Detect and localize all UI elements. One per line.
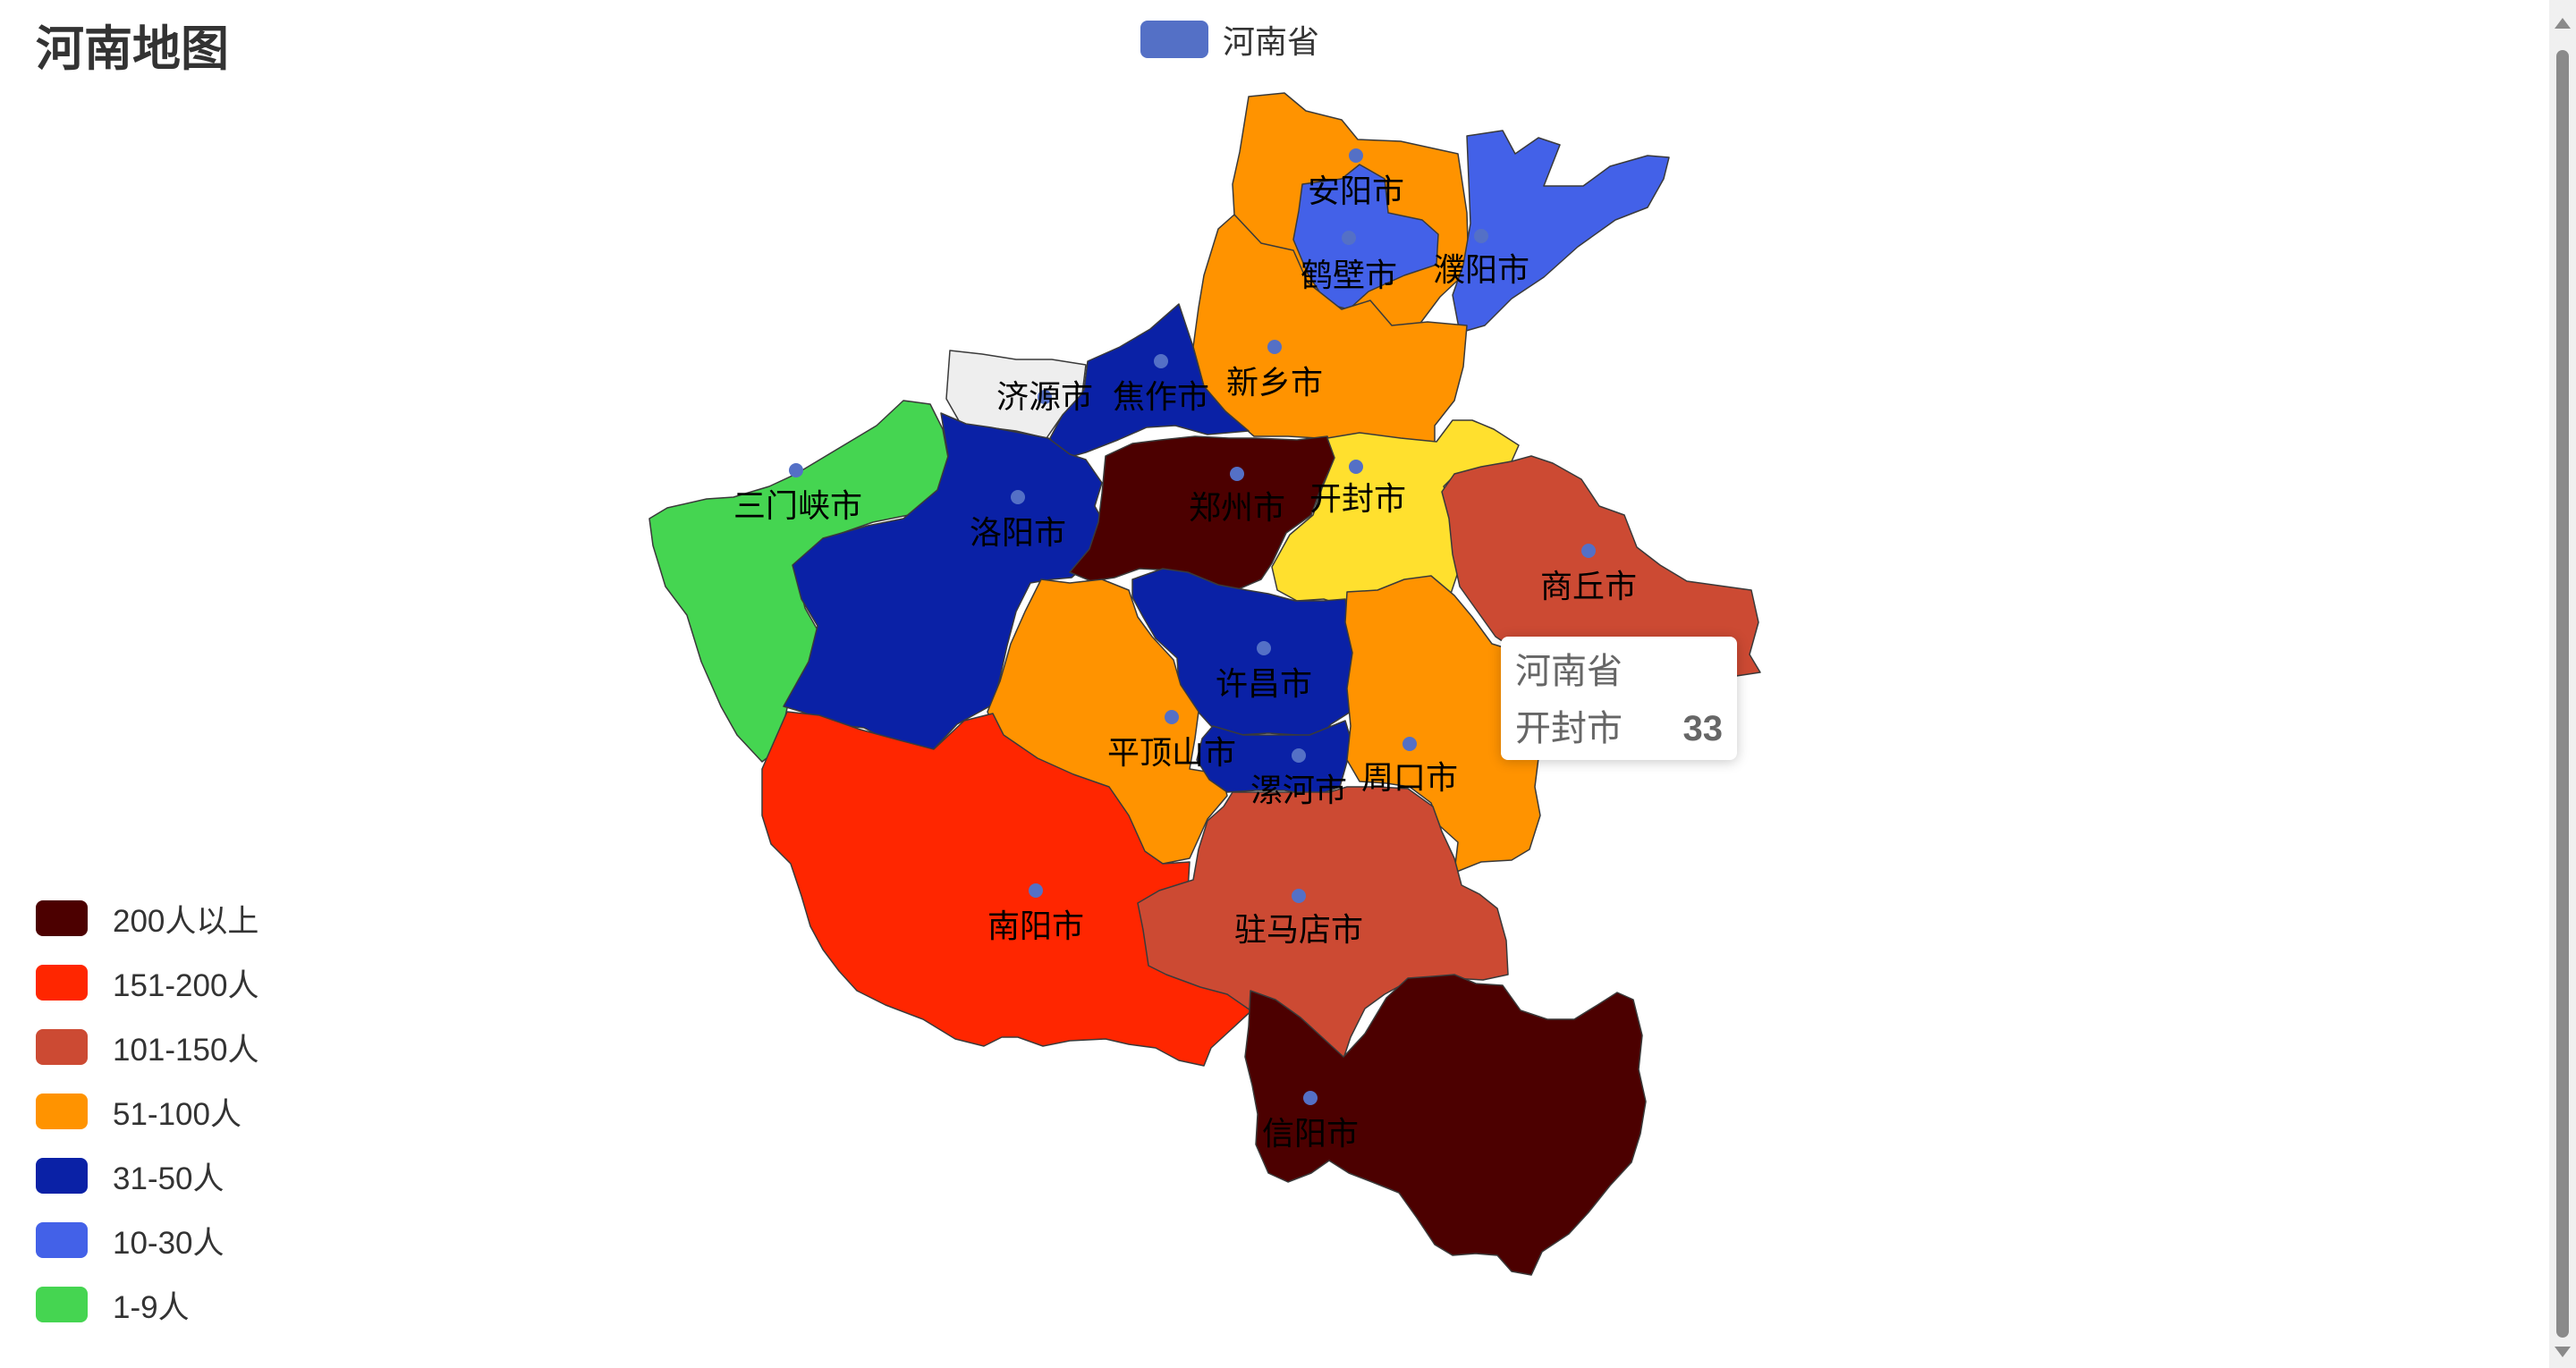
region-marker-dot[interactable] [1011, 490, 1025, 504]
region-label: 开封市 [1309, 480, 1406, 517]
scroll-thumb[interactable] [2556, 50, 2569, 1338]
scroll-up-icon[interactable] [2555, 18, 2571, 29]
tooltip-title: 河南省 [1515, 652, 1623, 691]
region-郑州市[interactable] [1069, 435, 1337, 591]
region-marker-dot[interactable] [1303, 1091, 1318, 1105]
vertical-scrollbar[interactable] [2549, 0, 2576, 1368]
visual-map-legend: 200人以上 151-200人 101-150人 51-100人 31-50人 … [36, 898, 258, 1325]
region-label: 商丘市 [1540, 568, 1637, 604]
region-驻马店市[interactable] [1137, 786, 1509, 1060]
region-鹤壁市[interactable] [1292, 164, 1439, 310]
region-marker-dot[interactable] [1267, 340, 1282, 354]
region-label: 新乡市 [1226, 364, 1323, 401]
region-marker-dot[interactable] [1292, 748, 1306, 763]
piece-swatch [36, 965, 88, 1001]
series-legend-label: 河南省 [1223, 23, 1320, 60]
piece-label: 10-30人 [113, 1225, 225, 1261]
region-label: 南阳市 [987, 908, 1084, 944]
region-marker-dot[interactable] [1257, 641, 1271, 655]
page-title: 河南地图 [36, 22, 229, 76]
region-信阳市[interactable] [1244, 974, 1647, 1276]
region-濮阳市[interactable] [1452, 130, 1670, 334]
region-marker-dot[interactable] [1292, 889, 1306, 903]
visual-map-piece[interactable]: 51-100人 [36, 1091, 258, 1132]
visual-map-piece[interactable]: 1-9人 [36, 1284, 258, 1325]
series-legend-swatch [1140, 21, 1208, 58]
region-label: 漯河市 [1250, 772, 1347, 808]
series-legend-item[interactable]: 河南省 [1140, 16, 1319, 63]
piece-swatch [36, 1158, 88, 1194]
piece-label: 31-50人 [113, 1161, 225, 1196]
region-label: 驻马店市 [1234, 911, 1363, 948]
region-label: 周口市 [1361, 759, 1458, 796]
region-南阳市[interactable] [761, 711, 1258, 1067]
region-marker-dot[interactable] [789, 463, 803, 477]
region-焦作市[interactable] [1049, 303, 1250, 460]
region-label: 焦作市 [1113, 378, 1209, 415]
piece-swatch [36, 1094, 88, 1129]
region-marker-dot[interactable] [1029, 883, 1043, 898]
piece-label: 101-150人 [113, 1032, 259, 1068]
tooltip-row: 开封市 33 [1515, 699, 1723, 758]
region-label: 郑州市 [1189, 489, 1285, 526]
region-漯河市[interactable] [1196, 720, 1352, 797]
region-label: 三门峡市 [733, 487, 862, 524]
visual-map-piece[interactable]: 101-150人 [36, 1026, 258, 1068]
scroll-down-icon[interactable] [2555, 1347, 2571, 1357]
visual-map-piece[interactable]: 200人以上 [36, 898, 258, 939]
region-marker-dot[interactable] [1230, 467, 1244, 481]
region-label: 鹤壁市 [1301, 257, 1397, 293]
region-marker-dot[interactable] [1154, 354, 1168, 368]
region-marker-dot[interactable] [1581, 544, 1596, 558]
region-marker-dot[interactable] [1474, 229, 1488, 243]
region-label: 平顶山市 [1107, 734, 1236, 771]
visual-map-piece[interactable]: 10-30人 [36, 1220, 258, 1261]
region-周口市[interactable] [1344, 575, 1541, 874]
map-tooltip: 河南省 开封市 33 [1501, 637, 1737, 760]
piece-swatch [36, 1287, 88, 1322]
region-label: 信阳市 [1262, 1115, 1359, 1152]
tooltip-region-value: 33 [1682, 709, 1724, 748]
region-label: 济源市 [996, 378, 1093, 415]
piece-swatch [36, 1222, 88, 1258]
region-marker-dot[interactable] [1165, 710, 1179, 724]
region-许昌市[interactable] [1131, 568, 1357, 738]
piece-label: 1-9人 [113, 1289, 190, 1325]
piece-label: 51-100人 [113, 1096, 242, 1132]
region-marker-dot[interactable] [1342, 231, 1356, 245]
visual-map-piece[interactable]: 151-200人 [36, 962, 258, 1003]
region-marker-dot[interactable] [1402, 737, 1417, 751]
tooltip-region-name: 开封市 [1515, 709, 1623, 748]
region-label: 许昌市 [1216, 665, 1312, 702]
region-marker-dot[interactable] [1349, 460, 1363, 474]
region-label: 安阳市 [1308, 173, 1404, 209]
region-marker-dot[interactable] [1038, 390, 1052, 404]
piece-swatch [36, 1029, 88, 1065]
visual-map-piece[interactable]: 31-50人 [36, 1155, 258, 1196]
piece-swatch [36, 900, 88, 936]
region-label: 洛阳市 [970, 514, 1066, 551]
piece-label: 151-200人 [113, 967, 259, 1003]
region-label: 濮阳市 [1433, 251, 1530, 288]
region-marker-dot[interactable] [1349, 148, 1363, 163]
piece-label: 200人以上 [113, 903, 259, 939]
